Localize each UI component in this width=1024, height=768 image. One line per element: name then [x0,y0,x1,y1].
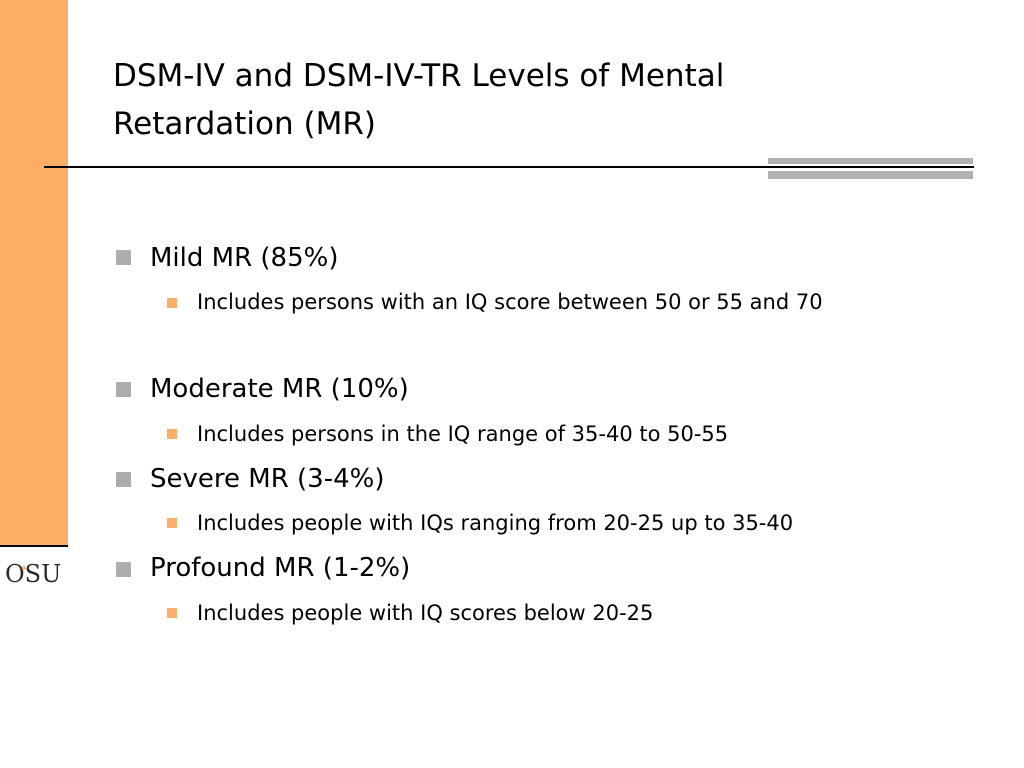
bullet-square-icon [116,562,131,577]
side-bar-divider [0,545,68,547]
bullet-mild-mr: Mild MR (85%) [150,243,339,273]
sub-bullet-mild-mr: Includes persons with an IQ score betwee… [197,290,823,314]
sub-bullet-moderate-mr: Includes persons in the IQ range of 35-4… [197,422,729,446]
sub-bullet-severe-mr: Includes people with IQs ranging from 20… [197,511,794,535]
orange-side-bar [0,0,68,546]
decorative-grey-rule-bottom [768,171,973,179]
sub-bullet-square-icon [167,298,177,308]
decorative-grey-rule-top [768,158,973,164]
bullet-square-icon [116,250,131,265]
slide-title: DSM-IV and DSM-IV-TR Levels of Mental Re… [113,58,725,142]
bullet-severe-mr: Severe MR (3-4%) [150,464,385,494]
osu-logo-flame [21,565,27,570]
title-underline [44,166,974,168]
sub-bullet-square-icon [167,608,177,618]
bullet-moderate-mr: Moderate MR (10%) [150,374,409,404]
osu-logo-mark: OSU [5,560,61,588]
bullet-square-icon [116,472,131,487]
sub-bullet-profound-mr: Includes people with IQ scores below 20-… [197,601,654,625]
bullet-square-icon [116,382,131,397]
sub-bullet-square-icon [167,429,177,439]
osu-logo-text: OSU [5,560,61,588]
sub-bullet-square-icon [167,518,177,528]
osu-logo: OSU [4,557,66,589]
bullet-profound-mr: Profound MR (1-2%) [150,553,411,583]
